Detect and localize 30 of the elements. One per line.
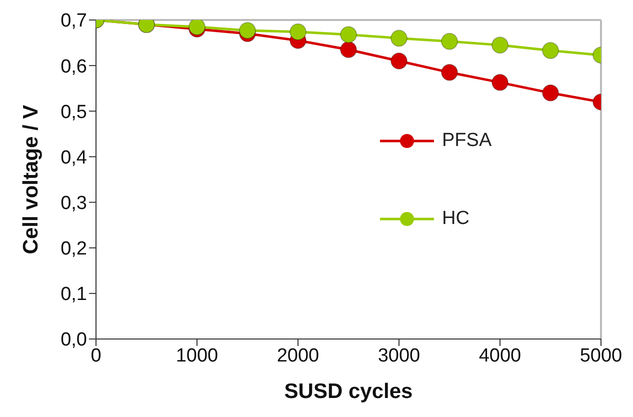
point (441, 32, 458, 50)
y-tick-label: 0,5 (60, 102, 87, 123)
y-axis-title: Cell voltage / V (19, 104, 42, 254)
y-tick-label: 0,3 (60, 193, 87, 214)
point (542, 84, 559, 102)
x-tick-label: 1000 (176, 345, 218, 366)
legend-label: PFSA (442, 130, 492, 152)
x-tick-label: 3000 (378, 345, 420, 366)
point (239, 22, 256, 39)
point (542, 42, 559, 60)
point (390, 30, 408, 47)
point (492, 36, 508, 54)
y-tick-label: 0,0 (60, 330, 87, 351)
y-tick-label: 0,1 (60, 284, 87, 306)
point (290, 23, 306, 40)
y-tick-label: 0,4 (60, 147, 88, 168)
x-tick-label: 2000 (276, 345, 320, 366)
x-tick-label: 5000 (580, 345, 622, 366)
point (340, 41, 357, 58)
point (390, 52, 408, 70)
x-axis-title: SUSD cycles (284, 380, 413, 403)
x-tick-label: 4000 (478, 345, 522, 366)
point (492, 74, 508, 91)
point (340, 26, 357, 44)
y-tick-label: 0,2 (60, 238, 87, 260)
legend-label: HC (442, 208, 470, 230)
y-tick-label: 0,7 (60, 10, 87, 32)
point (441, 64, 458, 81)
y-tick-label: 0,6 (60, 56, 87, 78)
x-tick-label: 0 (90, 345, 102, 366)
